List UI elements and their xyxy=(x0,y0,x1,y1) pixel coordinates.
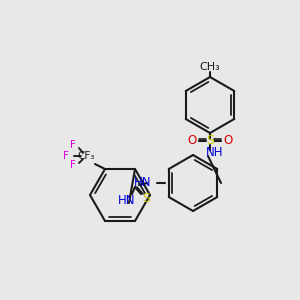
Text: S: S xyxy=(206,134,214,148)
Text: O: O xyxy=(188,134,196,148)
Text: F: F xyxy=(70,140,76,150)
Text: CF₃: CF₃ xyxy=(77,151,95,161)
Text: NH: NH xyxy=(206,146,224,160)
Text: F: F xyxy=(70,160,76,170)
Text: S: S xyxy=(142,191,150,205)
Text: HN: HN xyxy=(134,176,151,190)
Text: CH₃: CH₃ xyxy=(200,62,220,72)
Text: O: O xyxy=(224,134,232,148)
Text: HN: HN xyxy=(118,194,136,208)
Text: F: F xyxy=(63,151,69,161)
